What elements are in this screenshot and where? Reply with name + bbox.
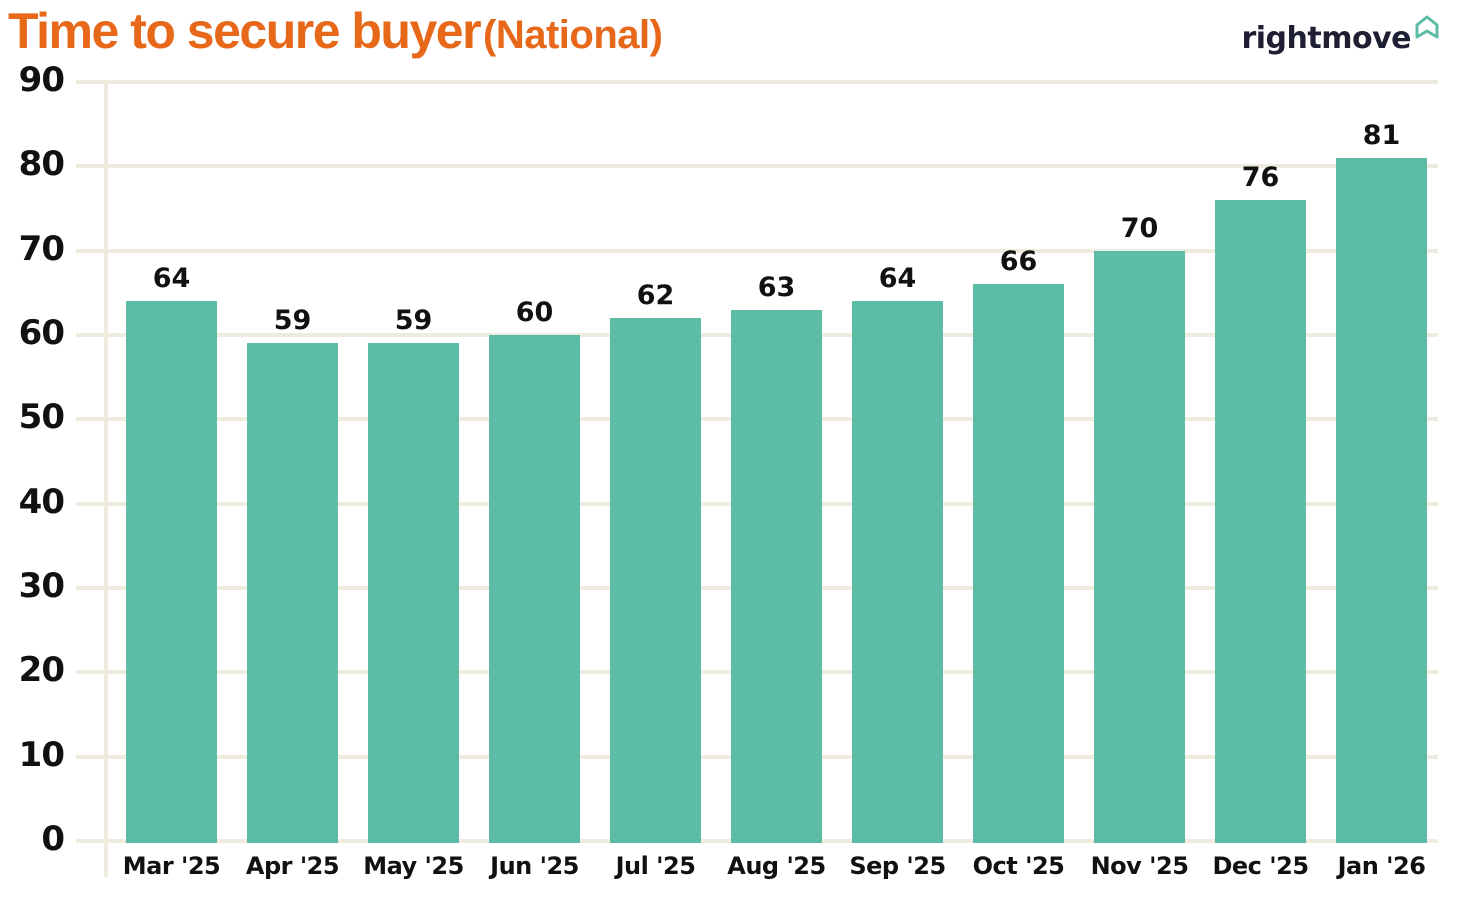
x-tick-label: Jan '26 — [1337, 852, 1426, 880]
y-axis-line — [104, 82, 108, 877]
bar-value-label: 64 — [152, 263, 191, 295]
x-tick-label: May '25 — [363, 852, 464, 880]
bar-value-label: 59 — [394, 305, 433, 337]
y-tick-label: 70 — [18, 228, 65, 269]
bar — [489, 335, 580, 843]
chart-title-main: Time to secure buyer — [8, 3, 482, 59]
bar-value-label: 59 — [273, 305, 312, 337]
x-tick-label: Apr '25 — [245, 852, 340, 880]
y-tick-label: 10 — [18, 734, 65, 775]
x-tick-label: Oct '25 — [972, 852, 1065, 880]
bar — [973, 284, 1064, 843]
bar-value-label: 60 — [515, 297, 554, 328]
bar-value-label: 66 — [999, 246, 1038, 278]
bar-value-label: 81 — [1362, 119, 1401, 151]
x-tick-label: Nov '25 — [1090, 852, 1189, 880]
y-tick-label: 90 — [18, 60, 65, 100]
gridline — [76, 164, 1438, 169]
bar — [1215, 200, 1306, 843]
rightmove-logo: rightmove — [1241, 14, 1440, 56]
bar — [852, 301, 943, 843]
y-tick-label: 20 — [18, 650, 65, 691]
bar — [247, 343, 338, 843]
bar — [1336, 157, 1427, 843]
y-tick-label: 40 — [18, 481, 65, 522]
bar — [731, 309, 822, 843]
y-tick-label: 30 — [18, 566, 65, 606]
x-tick-label: Dec '25 — [1212, 852, 1309, 880]
y-tick-label: 0 — [41, 819, 65, 859]
x-tick-label: Mar '25 — [122, 852, 221, 880]
bar — [610, 318, 701, 843]
y-tick-label: 50 — [18, 397, 65, 438]
y-tick-label: 60 — [18, 313, 65, 353]
chart-title: Time to secure buyer (National) — [8, 2, 663, 60]
gridline — [76, 248, 1438, 253]
bar — [1094, 250, 1185, 843]
bar-value-label: 64 — [878, 263, 917, 295]
y-tick-label: 80 — [18, 144, 65, 185]
house-outline-icon — [1415, 15, 1439, 39]
bar — [126, 301, 217, 843]
x-tick-label: Jun '25 — [490, 852, 579, 880]
logo-text: rightmove — [1241, 21, 1411, 56]
bar-value-label: 70 — [1120, 212, 1159, 244]
x-tick-label: Sep '25 — [849, 852, 946, 880]
x-tick-label: Jul '25 — [615, 852, 696, 880]
bar-value-label: 62 — [636, 280, 675, 312]
chart-title-sub: (National) — [483, 13, 663, 57]
x-tick-label: Aug '25 — [727, 852, 826, 880]
gridline — [76, 80, 1438, 84]
bar — [368, 343, 459, 843]
bar-value-label: 63 — [757, 271, 796, 303]
bar-value-label: 76 — [1241, 162, 1280, 194]
